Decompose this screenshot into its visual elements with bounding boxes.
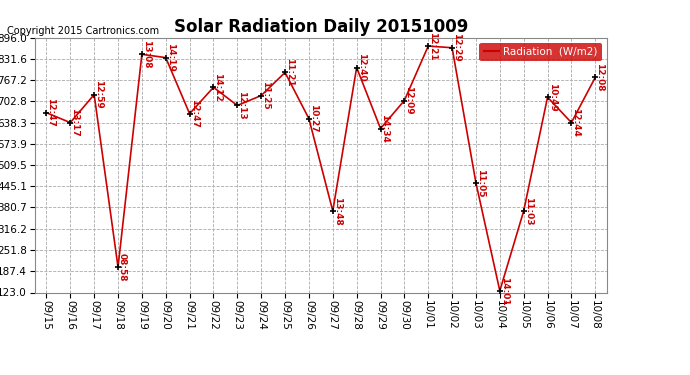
Text: 11:05: 11:05 [476, 169, 485, 197]
Text: 08:58: 08:58 [118, 253, 127, 281]
Text: 11:03: 11:03 [524, 197, 533, 225]
Text: 14:12: 14:12 [213, 73, 222, 102]
Text: 12:47: 12:47 [46, 98, 55, 127]
Text: 12:40: 12:40 [357, 53, 366, 82]
Text: 13:17: 13:17 [70, 108, 79, 137]
Text: 12:47: 12:47 [190, 99, 199, 128]
Text: 12:59: 12:59 [94, 80, 104, 109]
Text: 12:13: 12:13 [237, 91, 246, 120]
Text: 11:21: 11:21 [285, 58, 294, 87]
Text: 12:21: 12:21 [428, 32, 437, 60]
Text: 14:34: 14:34 [380, 114, 390, 143]
Text: 14:19: 14:19 [166, 43, 175, 72]
Text: 12:29: 12:29 [452, 33, 461, 62]
Text: 10:27: 10:27 [309, 104, 318, 133]
Text: 14:01: 14:01 [500, 276, 509, 305]
Text: Copyright 2015 Cartronics.com: Copyright 2015 Cartronics.com [7, 26, 159, 36]
Text: 10:49: 10:49 [548, 83, 557, 112]
Text: 12:09: 12:09 [404, 86, 413, 115]
Text: 11:25: 11:25 [262, 81, 270, 110]
Text: 13:48: 13:48 [333, 196, 342, 225]
Text: 12:44: 12:44 [571, 108, 580, 137]
Text: 13:08: 13:08 [142, 40, 151, 69]
Title: Solar Radiation Daily 20151009: Solar Radiation Daily 20151009 [174, 18, 468, 36]
Text: 12:08: 12:08 [595, 63, 604, 92]
Legend: Radiation  (W/m2): Radiation (W/m2) [480, 43, 602, 61]
